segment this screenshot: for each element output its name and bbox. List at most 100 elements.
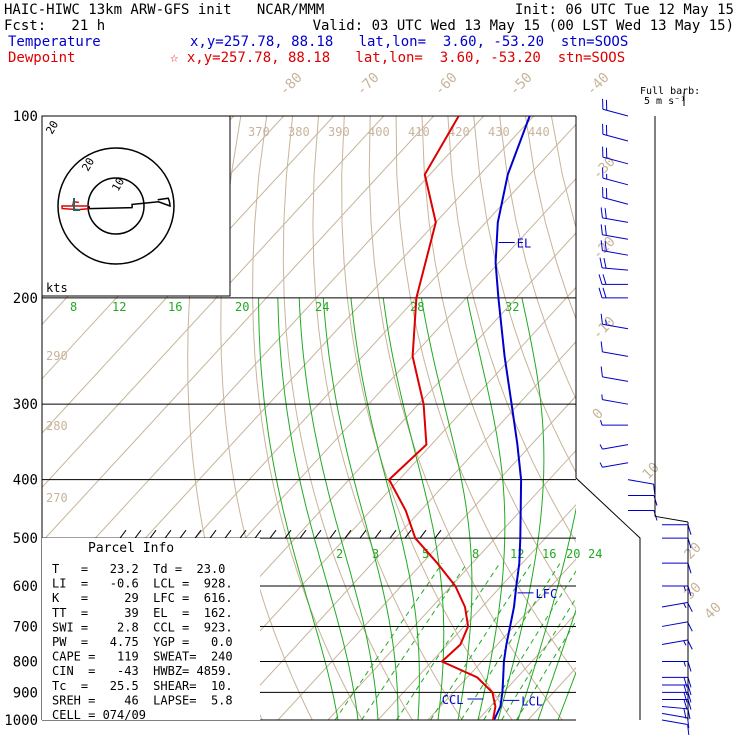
wind-barb xyxy=(602,167,629,186)
pressure-tick-label: 800 xyxy=(13,654,38,670)
wind-barb-flag xyxy=(600,240,603,251)
wind-barb-flag xyxy=(603,257,607,269)
mixing-ratio-label: 8 xyxy=(70,300,77,314)
theta-label: 380 xyxy=(288,125,310,139)
barb-legend-text: Full barb: xyxy=(640,86,700,97)
isotherm-line xyxy=(177,286,576,720)
dry-adiabat-lines xyxy=(187,116,576,720)
isotherm-label: 10 xyxy=(640,460,663,483)
mixing-ratio-label: 24 xyxy=(588,547,602,561)
mixing-ratio-lines xyxy=(334,562,576,720)
moist-adiabat-line xyxy=(277,297,359,720)
hodograph: 10 20 20 kts xyxy=(41,115,231,297)
wind-barb-half-flag xyxy=(599,462,603,468)
wind-barb-flag xyxy=(600,313,603,325)
parcel-info-row: SREH = 46 LAPSE= 5.8 xyxy=(52,693,233,707)
wind-barb-shaft xyxy=(602,462,629,468)
isotherm-label: -10 xyxy=(590,314,619,343)
parcel-info-row: T = 23.2 Td = 23.0 xyxy=(52,562,225,576)
temperature-legend: Temperature xyxy=(8,34,101,50)
wind-barb-shaft xyxy=(661,712,688,719)
isotherm-line xyxy=(327,449,576,720)
hatch-mark xyxy=(419,529,427,539)
dry-adiabat-line xyxy=(341,116,513,720)
isotherm-line xyxy=(477,612,576,720)
mixing-ratio-label: 28 xyxy=(410,300,424,314)
pressure-tick-label: 200 xyxy=(13,291,38,307)
isotherm-label: -60 xyxy=(432,70,461,99)
hatch-mark xyxy=(389,529,397,539)
wind-barb-shaft xyxy=(627,479,654,485)
level-marker-label: EL xyxy=(517,237,531,251)
dry-adiabat-line xyxy=(499,116,576,401)
wind-barb-flag xyxy=(604,225,607,236)
hatch-mark xyxy=(254,529,262,539)
wind-barb-shaft xyxy=(602,217,629,223)
barb-legend: Full barb:5 m s⁻¹ xyxy=(640,86,700,107)
wind-barb xyxy=(600,313,629,330)
mixing-ratio-label: 3 xyxy=(372,547,379,561)
isotherm-lines xyxy=(42,116,576,720)
temperature-location: x,y=257.78, 88.18 lat,lon= 3.60, -53.20 … xyxy=(190,34,629,50)
pressure-tick-label: 600 xyxy=(13,579,38,595)
theta-label: 270 xyxy=(46,491,68,505)
level-marker-label: LFC xyxy=(536,587,558,601)
hatch-mark xyxy=(374,529,382,539)
mixing-ratio-line xyxy=(460,562,561,720)
wind-barb xyxy=(600,341,629,357)
hatch-mark xyxy=(329,529,337,539)
isotherm-line xyxy=(277,395,576,720)
theta-label: 290 xyxy=(46,349,68,363)
mixing-ratio-label: 20 xyxy=(235,300,249,314)
isotherm-label: 20 xyxy=(682,540,705,563)
mixing-ratio-label: 24 xyxy=(315,300,329,314)
theta-label: 430 xyxy=(488,125,510,139)
mixing-ratio-label: 2 xyxy=(336,547,343,561)
wind-barb-flag xyxy=(600,341,603,352)
mixing-ratio-label: 12 xyxy=(510,547,524,561)
isotherm-line xyxy=(42,116,335,434)
hodograph-ring-label: 20 xyxy=(43,119,61,137)
hodograph-units: kts xyxy=(46,281,68,295)
hatch-mark xyxy=(359,529,367,539)
parcel-info-box: Parcel Info T = 23.2 Td = 23.0LI = -0.6 L… xyxy=(42,538,260,722)
wind-barb-shaft xyxy=(661,719,688,726)
hatch-mark xyxy=(134,529,142,539)
wind-barb-half-flag xyxy=(683,602,687,609)
mixing-ratio-line xyxy=(483,570,576,720)
hatch-mark xyxy=(404,529,412,539)
parcel-info-row: CIN = -43 HWBZ= 4859. xyxy=(52,664,233,678)
wind-barb xyxy=(598,287,628,299)
moist-adiabat-line xyxy=(258,297,339,720)
wind-barb-shaft xyxy=(602,444,629,450)
wind-barb-flag xyxy=(599,257,603,269)
parcel-info-row: TT = 39 EL = 162. xyxy=(52,606,233,620)
wind-barb-shaft xyxy=(602,323,629,330)
wind-barb xyxy=(600,240,629,256)
isotherm-line xyxy=(227,341,576,720)
isotherm-line xyxy=(42,116,385,489)
hatch-mark xyxy=(194,529,202,539)
wind-barb-half-flag xyxy=(683,661,686,667)
isotherm-label: -40 xyxy=(584,70,613,99)
barb-axis-line xyxy=(654,515,689,523)
theta-label: 280 xyxy=(46,419,68,433)
hodograph-ring-label: 10 xyxy=(109,176,127,194)
wind-barb-flag xyxy=(598,274,603,285)
wind-barb-shaft xyxy=(602,108,629,117)
wind-barb-shaft xyxy=(602,133,629,142)
wind-barb xyxy=(662,676,692,688)
wind-barbs xyxy=(598,98,693,735)
hodograph-trace-high xyxy=(88,197,171,210)
hatch-mark xyxy=(149,529,157,539)
pressure-tick-label: 700 xyxy=(13,619,38,635)
isotherm-label: 40 xyxy=(702,600,725,623)
wind-barb-flag xyxy=(600,207,603,218)
dry-adiabat-line xyxy=(473,116,576,474)
pressure-tick-label: 300 xyxy=(13,397,38,413)
wind-barb-flag xyxy=(604,240,607,252)
wind-barb-shaft xyxy=(602,267,629,271)
mixing-ratio-label: 20 xyxy=(566,547,580,561)
wind-barb xyxy=(598,274,628,285)
isotherm-line xyxy=(42,116,485,597)
